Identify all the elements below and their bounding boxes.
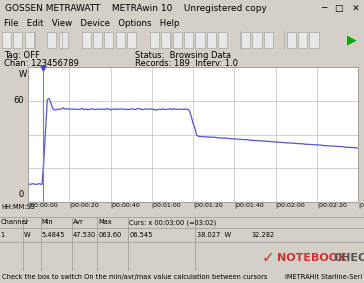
- Text: Chan: 123456789: Chan: 123456789: [4, 59, 79, 68]
- FancyBboxPatch shape: [207, 32, 216, 48]
- Text: W: W: [24, 232, 30, 238]
- FancyBboxPatch shape: [173, 32, 182, 48]
- Text: |00:00:40: |00:00:40: [111, 203, 140, 208]
- Text: 47.530: 47.530: [73, 232, 96, 238]
- Text: 60: 60: [13, 96, 24, 105]
- Text: Min: Min: [42, 220, 54, 226]
- Text: Channel: Channel: [1, 220, 28, 226]
- FancyBboxPatch shape: [2, 32, 11, 48]
- FancyBboxPatch shape: [184, 32, 193, 48]
- FancyBboxPatch shape: [241, 32, 250, 48]
- FancyBboxPatch shape: [104, 32, 114, 48]
- FancyBboxPatch shape: [59, 32, 68, 48]
- Text: |00:01:40: |00:01:40: [234, 203, 264, 208]
- FancyBboxPatch shape: [264, 32, 273, 48]
- Text: 38.027  W: 38.027 W: [197, 232, 230, 238]
- Text: Status:  Browsing Data: Status: Browsing Data: [135, 50, 231, 59]
- FancyBboxPatch shape: [150, 32, 159, 48]
- FancyBboxPatch shape: [161, 32, 170, 48]
- Text: ─   □   ✕: ─ □ ✕: [321, 4, 359, 13]
- FancyBboxPatch shape: [25, 32, 34, 48]
- Text: |00:02:00: |00:02:00: [276, 203, 305, 208]
- Text: |00:01:20: |00:01:20: [193, 203, 223, 208]
- FancyBboxPatch shape: [218, 32, 228, 48]
- Text: NOTEBOOK: NOTEBOOK: [277, 253, 346, 263]
- FancyBboxPatch shape: [298, 32, 307, 48]
- FancyBboxPatch shape: [253, 32, 262, 48]
- FancyBboxPatch shape: [116, 32, 125, 48]
- Text: ▶: ▶: [347, 33, 357, 46]
- Text: Tag: OFF: Tag: OFF: [4, 50, 40, 59]
- Text: |00:01:00: |00:01:00: [152, 203, 181, 208]
- Text: 1: 1: [1, 232, 5, 238]
- FancyBboxPatch shape: [13, 32, 22, 48]
- Text: |00:00:00: |00:00:00: [28, 203, 58, 208]
- Text: |00:02:40: |00:02:40: [358, 203, 364, 208]
- Text: ✓: ✓: [24, 220, 29, 226]
- Text: File   Edit   View   Device   Options   Help: File Edit View Device Options Help: [4, 18, 179, 27]
- Text: 063.60: 063.60: [98, 232, 122, 238]
- FancyBboxPatch shape: [47, 32, 56, 48]
- FancyBboxPatch shape: [82, 32, 91, 48]
- FancyBboxPatch shape: [195, 32, 205, 48]
- Text: 5.4845: 5.4845: [42, 232, 65, 238]
- Text: ✓: ✓: [262, 250, 275, 265]
- Text: 32.282: 32.282: [251, 232, 274, 238]
- Text: Max: Max: [98, 220, 112, 226]
- FancyBboxPatch shape: [309, 32, 318, 48]
- FancyBboxPatch shape: [286, 32, 296, 48]
- Text: W: W: [19, 70, 27, 79]
- Text: 06.545: 06.545: [129, 232, 153, 238]
- Text: Avr: Avr: [73, 220, 84, 226]
- Text: |00:00:20: |00:00:20: [69, 203, 99, 208]
- Text: 0: 0: [19, 190, 24, 199]
- FancyBboxPatch shape: [127, 32, 136, 48]
- Text: iMETRAHit Starline-Seri: iMETRAHit Starline-Seri: [285, 274, 362, 280]
- Text: GOSSEN METRAWATT    METRAwin 10    Unregistered copy: GOSSEN METRAWATT METRAwin 10 Unregistere…: [5, 4, 267, 13]
- FancyBboxPatch shape: [93, 32, 102, 48]
- Text: CHECK: CHECK: [333, 253, 364, 263]
- Text: HH:MM:SS: HH:MM:SS: [2, 204, 36, 210]
- Text: |00:02:20: |00:02:20: [317, 203, 347, 208]
- Text: Curs: x 00:03:00 (=03:02): Curs: x 00:03:00 (=03:02): [129, 219, 217, 226]
- Text: Records: 189  Interv: 1.0: Records: 189 Interv: 1.0: [135, 59, 238, 68]
- Text: Check the box to switch On the min/avr/max value calculation between cursors: Check the box to switch On the min/avr/m…: [2, 274, 267, 280]
